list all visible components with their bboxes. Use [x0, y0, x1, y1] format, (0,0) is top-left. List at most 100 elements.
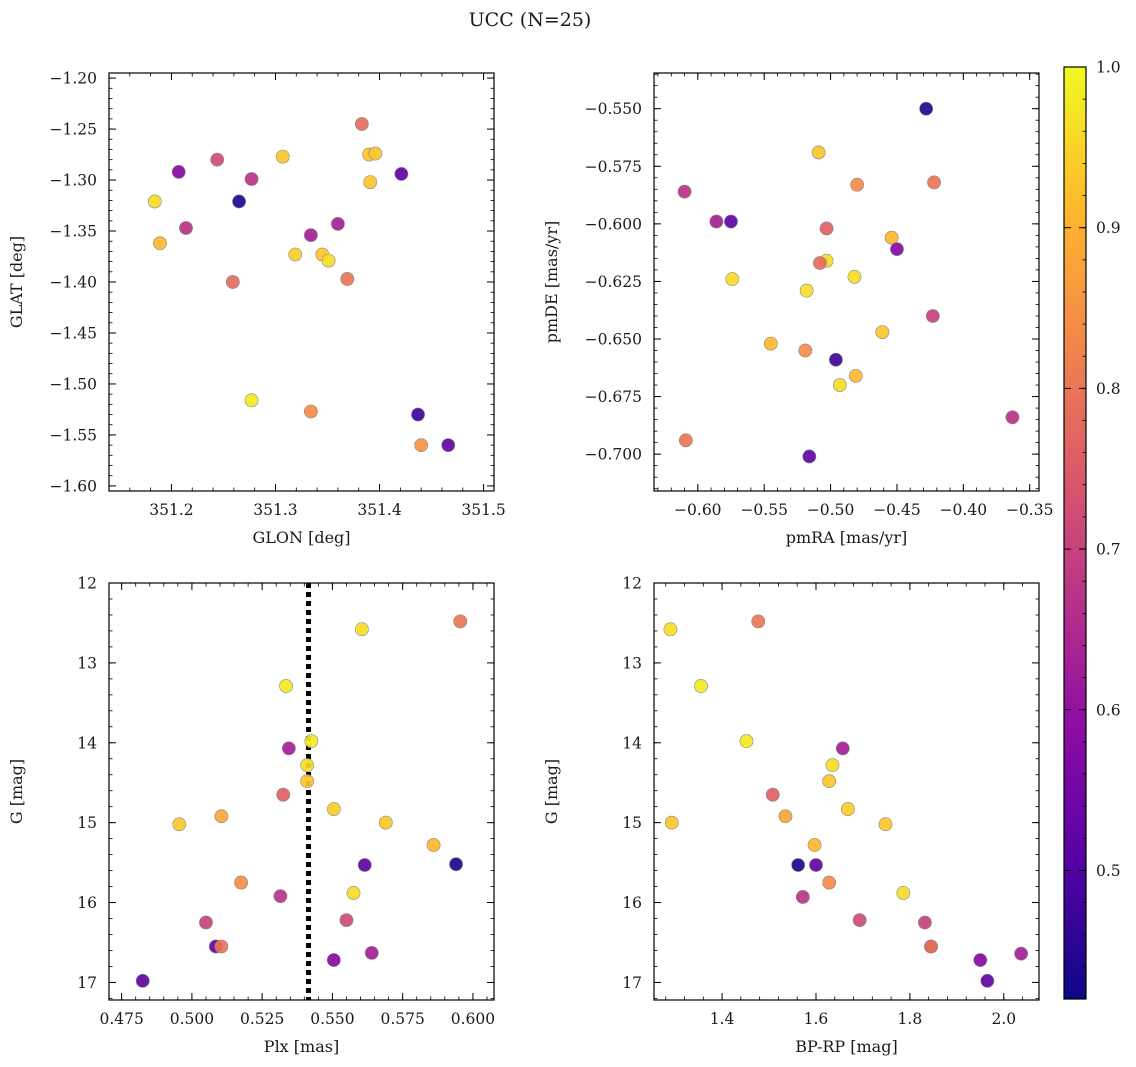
scatter-point — [813, 256, 827, 270]
y-tick-label: 14 — [622, 734, 642, 752]
colorbar: 0.5 0.6 0.7 0.8 0.9 1.0 — [1063, 59, 1121, 1000]
scatter-point — [795, 890, 810, 904]
scatter-point — [791, 858, 806, 872]
scatter-points — [677, 101, 1020, 464]
scatter-point — [778, 809, 793, 824]
scatter-point — [355, 622, 369, 637]
scatter-point — [326, 802, 341, 816]
scatter-point — [763, 336, 778, 351]
y-axis-label: G [mag] — [542, 759, 561, 824]
x-tick-label: −0.35 — [1006, 501, 1054, 519]
scatter-point — [171, 164, 186, 179]
colorbar-gradient — [1063, 66, 1087, 1000]
scatter-point — [281, 741, 296, 756]
y-tick-label: −1.60 — [50, 477, 98, 495]
scatter-point — [850, 177, 865, 192]
scatter-point — [819, 221, 834, 236]
scatter-point — [809, 858, 823, 872]
y-tick-label: −1.45 — [50, 324, 98, 342]
scatter-point — [918, 915, 932, 930]
scatter-point — [828, 352, 843, 367]
scatter-point — [331, 216, 345, 231]
y-axis-label: pmDE [mas/yr] — [542, 221, 561, 344]
scatter-point — [288, 247, 303, 262]
scatter-point — [276, 787, 291, 802]
y-axis: −0.550 −0.575 −0.600 −0.625 −0.650 −0.675 −0.7… — [585, 73, 1039, 490]
scatter-point — [244, 172, 259, 186]
x-tick-label: −0.60 — [674, 501, 722, 519]
scatter-point — [244, 393, 259, 408]
y-tick-label: 16 — [77, 894, 97, 912]
scatter-point — [799, 283, 814, 298]
y-tick-label: −1.25 — [50, 121, 98, 139]
x-tick-label: 1.4 — [710, 1010, 735, 1028]
colorbar-tick-label: 0.7 — [1096, 541, 1121, 559]
scatter-point — [765, 787, 780, 802]
scatter-point — [848, 368, 863, 383]
scatter-point — [214, 939, 229, 954]
scatter-point — [147, 194, 162, 209]
scatter-point — [135, 973, 150, 988]
scatter-point — [811, 145, 826, 160]
scatter-point — [884, 230, 899, 245]
scatter-point — [725, 272, 740, 287]
scatter-point — [225, 275, 240, 289]
scatter-point — [321, 253, 336, 268]
scatter-point — [878, 817, 893, 832]
y-tick-label: −1.20 — [50, 70, 98, 88]
x-tick-label: −0.50 — [807, 501, 855, 519]
x-axis: 1.4 1.6 1.8 2.0 — [665, 583, 1023, 1028]
subplot-bprp-g: 1.4 1.6 1.8 2.0 12 13 14 15 16 17 BP-RP [mag] G [ma… — [542, 575, 1040, 1056]
axes-frame — [108, 582, 495, 1001]
scatter-point — [802, 449, 817, 464]
scatter-point — [890, 242, 904, 257]
scatter-point — [1005, 410, 1020, 425]
scatter-point — [153, 236, 167, 251]
subplots: 351.2 351.3 351.4 351.5 −1.20 −1.25 −1.30 −1.35… — [7, 70, 1053, 1056]
x-tick-label: 351.4 — [357, 501, 402, 519]
x-axis-label: pmRA [mas/yr] — [786, 528, 908, 547]
y-axis: −1.20 −1.25 −1.30 −1.35 −1.40 −1.45 −1.50 −1.55… — [50, 70, 494, 495]
y-tick-label: 13 — [77, 654, 97, 672]
x-tick-label: 351.2 — [149, 501, 193, 519]
y-tick-label: −0.575 — [585, 158, 642, 176]
scatter-point — [394, 167, 409, 181]
scatter-point — [664, 815, 679, 830]
scatter-point — [234, 875, 248, 890]
scatter-point — [232, 194, 246, 209]
scatter-point — [739, 734, 754, 749]
scatter-point — [798, 343, 813, 358]
colorbar-tick-label: 0.6 — [1096, 701, 1121, 719]
scatter-point — [677, 184, 692, 199]
x-axis-label: BP-RP [mag] — [795, 1037, 897, 1056]
y-tick-label: 12 — [77, 575, 97, 593]
subplot-pmra-pmde: −0.60 −0.55 −0.50 −0.45 −0.40 −0.35−0.550−0.5… — [542, 72, 1054, 547]
y-tick-label: 16 — [622, 894, 642, 912]
scatter-point — [1014, 946, 1029, 961]
y-axis: 12 13 14 15 16 17 — [77, 575, 494, 999]
scatter-point — [822, 774, 837, 789]
x-tick-label: 0.525 — [240, 1010, 284, 1028]
subplot-plx-g: 0.475 0.500 0.525 0.550 0.575 0.600 12 13 14 15 16… — [7, 575, 495, 1057]
x-axis-label: GLON [deg] — [252, 528, 350, 547]
colorbar-tick-label: 0.9 — [1096, 219, 1121, 237]
colorbar-tick-label: 0.5 — [1096, 862, 1121, 880]
x-tick-label: 351.3 — [253, 501, 297, 519]
y-tick-label: 17 — [622, 974, 642, 992]
axes-frame — [108, 72, 495, 492]
scatter-point — [832, 378, 847, 392]
x-tick-label: 1.6 — [804, 1010, 829, 1028]
scatter-point — [354, 117, 369, 131]
scatter-point — [357, 858, 372, 872]
subplot-glon-glat: 351.2 351.3 351.4 351.5 −1.20 −1.25 −1.30 −1.35… — [7, 70, 506, 547]
scatter-point — [303, 404, 318, 419]
scatter-point — [896, 886, 911, 900]
axes-frame — [653, 72, 1040, 492]
figure-title: UCC (N=25) — [469, 9, 592, 31]
scatter-point — [875, 325, 890, 339]
y-tick-label: 13 — [622, 654, 642, 672]
scatter-point — [199, 915, 213, 930]
scatter-point — [300, 774, 315, 789]
scatter-point — [924, 939, 938, 954]
scatter-point — [411, 407, 425, 422]
